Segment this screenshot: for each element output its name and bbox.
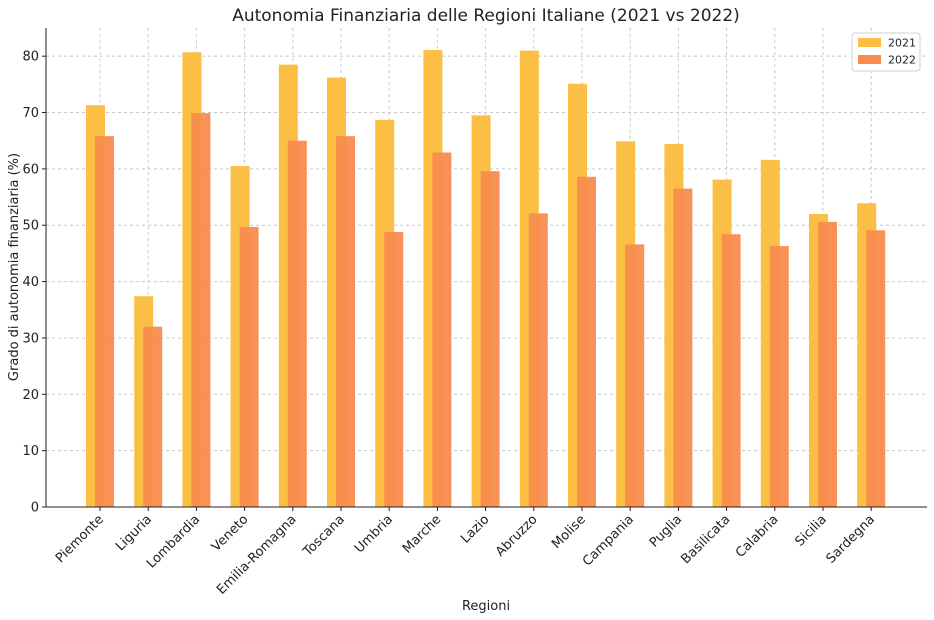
bar-2022 <box>866 230 886 507</box>
x-tick-label: Sicilia <box>792 512 829 549</box>
x-tick-label: Puglia <box>647 512 685 550</box>
y-tick-label: 30 <box>22 331 39 346</box>
bar-2022 <box>287 140 307 508</box>
x-tick-label: Marche <box>400 512 444 556</box>
x-tick-label: Piemonte <box>53 512 107 566</box>
x-tick-label: Molise <box>549 512 589 552</box>
x-tick-label: Abruzzo <box>493 512 541 560</box>
bar-2022 <box>769 246 789 507</box>
legend-label: 2021 <box>888 37 916 50</box>
x-tick-label: Calabria <box>733 512 782 561</box>
bar-2022 <box>818 221 837 507</box>
x-tick-label: Liguria <box>113 512 155 554</box>
bar-2022 <box>625 244 645 507</box>
x-tick-label: Veneto <box>209 512 252 555</box>
y-tick-label: 50 <box>22 219 39 234</box>
bar-2022 <box>528 213 548 507</box>
bar-2022 <box>143 326 163 507</box>
x-axis-label: Regioni <box>462 599 510 614</box>
legend-label: 2022 <box>888 54 916 67</box>
bar-2022 <box>577 176 596 507</box>
bar-2022 <box>673 188 693 507</box>
x-tick-label: Basilicata <box>679 512 734 567</box>
bar-2022 <box>721 234 741 507</box>
bar-2022 <box>336 136 355 508</box>
x-tick-label: Umbria <box>352 512 396 556</box>
y-tick-label: 10 <box>22 444 39 459</box>
bar-2022 <box>384 231 404 507</box>
x-tick-label: Toscana <box>300 512 348 560</box>
x-tick-label: Sardegna <box>824 512 878 566</box>
y-axis-label: Grado di autonomia finanziaria (%) <box>7 153 22 381</box>
bar-2022 <box>432 152 452 508</box>
chart-title: Autonomia Finanziaria delle Regioni Ital… <box>232 6 740 26</box>
axes <box>45 28 927 508</box>
bar-2022 <box>480 171 500 507</box>
y-tick-label: 0 <box>31 501 39 516</box>
y-tick-label: 40 <box>22 275 39 290</box>
y-tick-label: 80 <box>22 50 39 65</box>
bar-2022 <box>95 136 114 508</box>
legend-swatch <box>858 38 881 47</box>
legend: 2021 2022 <box>851 32 921 72</box>
y-tick-label: 20 <box>22 388 39 403</box>
x-tick-label: Campania <box>580 512 637 569</box>
y-tick-label: 60 <box>22 162 39 177</box>
x-tick-label: Lazio <box>458 512 492 546</box>
bars <box>86 49 886 508</box>
bar-2022 <box>191 113 211 507</box>
y-ticks: 0 10 20 30 40 50 60 70 80 <box>22 50 46 516</box>
legend-swatch <box>858 55 881 64</box>
bar-2022 <box>239 226 259 507</box>
y-tick-label: 70 <box>22 106 39 121</box>
